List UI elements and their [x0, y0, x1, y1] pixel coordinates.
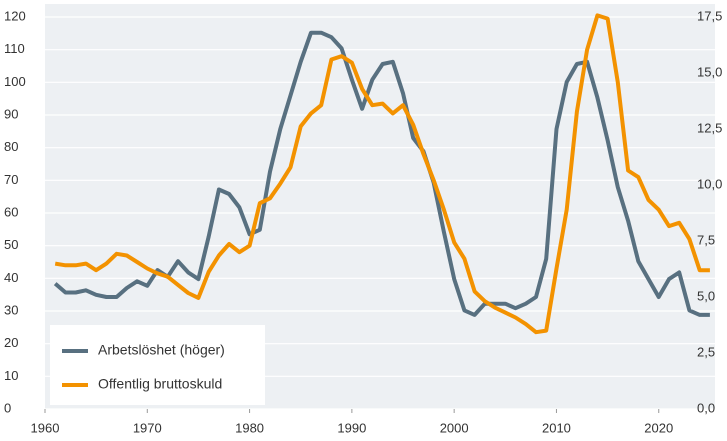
y2-tick-label: 15,0 [697, 64, 722, 79]
y-tick-label: 90 [4, 106, 18, 121]
y2-tick-label: 7,5 [697, 232, 715, 247]
y2-tick-label: 10,0 [697, 176, 722, 191]
y-tick-label: 100 [4, 74, 26, 89]
legend-label: Arbetslöshet (höger) [98, 342, 225, 358]
y2-tick-label: 12,5 [697, 120, 722, 135]
y-tick-label: 40 [4, 270, 18, 285]
y-tick-label: 110 [4, 41, 25, 56]
y-tick-label: 120 [4, 8, 26, 23]
x-tick-label: 1980 [235, 420, 264, 435]
x-tick-label: 1990 [337, 420, 366, 435]
legend-box [50, 325, 265, 405]
line-series [54, 13, 710, 335]
y-tick-label: 70 [4, 172, 18, 187]
y-tick-label: 80 [4, 139, 18, 154]
x-tick-label: 2010 [542, 420, 571, 435]
y2-tick-label: 0,0 [697, 400, 715, 415]
y2-tick-label: 17,5 [697, 8, 722, 23]
legend-label: Offentlig bruttoskuld [98, 376, 222, 392]
y-tick-label: 50 [4, 237, 18, 252]
legend: Arbetslöshet (höger) Offentlig bruttoskul… [50, 325, 265, 405]
x-tick-label: 2020 [644, 420, 673, 435]
y-tick-label: 20 [4, 335, 18, 350]
y2-tick-label: 5,0 [697, 288, 715, 303]
y-tick-label: 60 [4, 204, 18, 219]
x-tick-label: 1970 [133, 420, 162, 435]
y-tick-label: 30 [4, 302, 18, 317]
y2-tick-label: 2,5 [697, 344, 715, 359]
y-tick-label: 0 [4, 400, 11, 415]
x-tick-label: 1960 [31, 420, 60, 435]
x-tick-label: 2000 [440, 420, 469, 435]
y-tick-label: 10 [4, 368, 18, 383]
